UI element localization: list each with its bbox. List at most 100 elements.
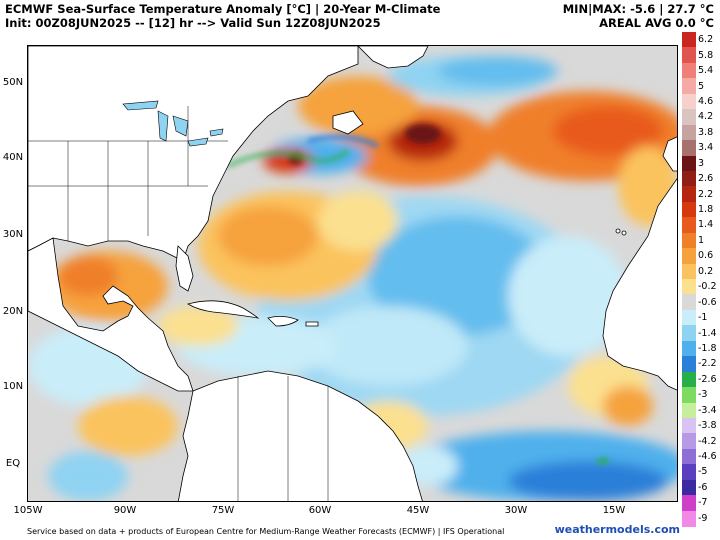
iberia	[662, 136, 677, 172]
colorbar-swatch	[682, 356, 696, 373]
colorbar-label: 4.2	[698, 111, 714, 123]
colorbar-label: -3.4	[698, 404, 717, 416]
south-america	[177, 370, 423, 501]
colorbar-label: 5.4	[698, 65, 714, 77]
colorbar-label: 0.6	[698, 250, 714, 262]
colorbar-swatch	[682, 309, 696, 326]
colorbar-label: -1.8	[698, 342, 717, 354]
colorbar-label: -3.8	[698, 420, 717, 432]
colorbar-label: 2.6	[698, 173, 714, 185]
colorbar-label: -4.6	[698, 451, 717, 463]
colorbar-swatch	[682, 201, 696, 218]
title-block: ECMWF Sea-Surface Temperature Anomaly [°…	[5, 2, 440, 30]
lon-label: 30W	[504, 505, 528, 516]
colorbar-label: 0.2	[698, 265, 714, 277]
lon-label: 45W	[406, 505, 430, 516]
hispaniola	[267, 316, 299, 327]
land-masses	[28, 46, 677, 501]
lon-label: 15W	[602, 505, 626, 516]
colorbar-swatch	[682, 294, 696, 311]
colorbar-swatch	[682, 495, 696, 512]
colorbar-label: -1	[698, 312, 708, 324]
africa	[602, 178, 677, 391]
colorbar-label: 3.4	[698, 142, 714, 154]
lon-label: 75W	[211, 505, 235, 516]
great-lakes	[122, 100, 224, 147]
florida	[175, 245, 194, 292]
colorbar-label: 3	[698, 157, 705, 169]
lat-label: 40N	[2, 152, 24, 163]
colorbar-swatch	[682, 186, 696, 203]
colorbar-swatch	[682, 464, 696, 481]
lon-label: 90W	[113, 505, 137, 516]
colorbar-swatch	[682, 448, 696, 465]
min-max-stats: MIN|MAX: -5.6 | 27.7 °C	[562, 2, 714, 16]
colorbar-swatch	[682, 109, 696, 126]
lon-label: 60W	[308, 505, 332, 516]
colorbar-label: -7	[698, 497, 708, 509]
map-title: ECMWF Sea-Surface Temperature Anomaly [°…	[5, 2, 441, 16]
lat-label: 10N	[2, 381, 24, 392]
colorbar-swatch	[682, 170, 696, 187]
colorbar-label: -2.2	[698, 358, 717, 370]
puerto-rico	[305, 321, 319, 327]
colorbar-swatch	[682, 32, 696, 48]
colorbar-swatch	[682, 47, 696, 64]
stats-block: MIN|MAX: -5.6 | 27.7 °C AREAL AVG 0.0 °C	[563, 2, 714, 30]
map-subtitle: Init: 00Z08JUN2025 -- [12] hr --> Valid …	[5, 16, 381, 30]
colorbar-swatch	[682, 263, 696, 280]
colorbar-label: 4.6	[698, 95, 714, 107]
colorbar-swatch	[682, 433, 696, 450]
colorbar-swatch	[682, 155, 696, 172]
colorbar-label: -3	[698, 389, 708, 401]
colorbar-swatch	[682, 387, 696, 403]
lat-label: 30N	[2, 229, 24, 240]
colorbar-label: 2.2	[698, 188, 714, 200]
map-canvas	[28, 46, 677, 501]
colorbar-label: -9	[698, 512, 708, 524]
colorbar-swatch	[682, 510, 696, 527]
colorbar-label: -5	[698, 466, 708, 478]
site-link[interactable]: weathermodels.com	[554, 523, 680, 536]
colorbar-swatch	[682, 279, 696, 295]
colorbar-label: 3.8	[698, 126, 714, 138]
colorbar-label: -6	[698, 481, 708, 493]
colorbar-swatch	[682, 325, 696, 342]
colorbar-label: 5	[698, 80, 705, 92]
newfoundland	[332, 110, 364, 135]
colorbar-label: -0.2	[698, 281, 717, 293]
colorbar-swatch	[682, 62, 696, 79]
anomaly-map	[27, 45, 678, 502]
colorbar-swatch	[682, 93, 696, 110]
lon-label: 105W	[13, 505, 43, 516]
areal-avg-stats: AREAL AVG 0.0 °C	[599, 16, 714, 30]
colorbar-label: 6.2	[698, 34, 714, 46]
colorbar-swatch	[682, 248, 696, 265]
colorbar-label: 1.4	[698, 219, 714, 231]
lat-label: 20N	[2, 306, 24, 317]
colorbar-swatch	[682, 479, 696, 496]
colorbar-label: 1	[698, 234, 705, 246]
mexico-central-america	[28, 237, 194, 392]
colorbar-swatch	[682, 371, 696, 388]
lat-label: 50N	[2, 77, 24, 88]
colorbar-swatch	[682, 340, 696, 357]
colorbar-label: -1.4	[698, 327, 717, 339]
colorbar-swatch	[682, 124, 696, 141]
colorbar-swatch	[682, 417, 696, 434]
credit-text: Service based on data + products of Euro…	[27, 527, 505, 536]
colorbar-swatch	[682, 140, 696, 156]
colorbar-label: -0.6	[698, 296, 717, 308]
cuba	[186, 300, 260, 319]
colorbar	[682, 32, 696, 527]
colorbar-swatch	[682, 232, 696, 249]
colorbar-swatch	[682, 402, 696, 419]
greenland-edge	[357, 46, 429, 69]
colorbar-label: 1.8	[698, 204, 714, 216]
colorbar-swatch	[682, 217, 696, 234]
anomaly-field	[28, 56, 677, 501]
colorbar-label: -4.2	[698, 435, 717, 447]
colorbar-swatch	[682, 78, 696, 95]
colorbar-label: -2.6	[698, 373, 717, 385]
colorbar-label: 5.8	[698, 49, 714, 61]
